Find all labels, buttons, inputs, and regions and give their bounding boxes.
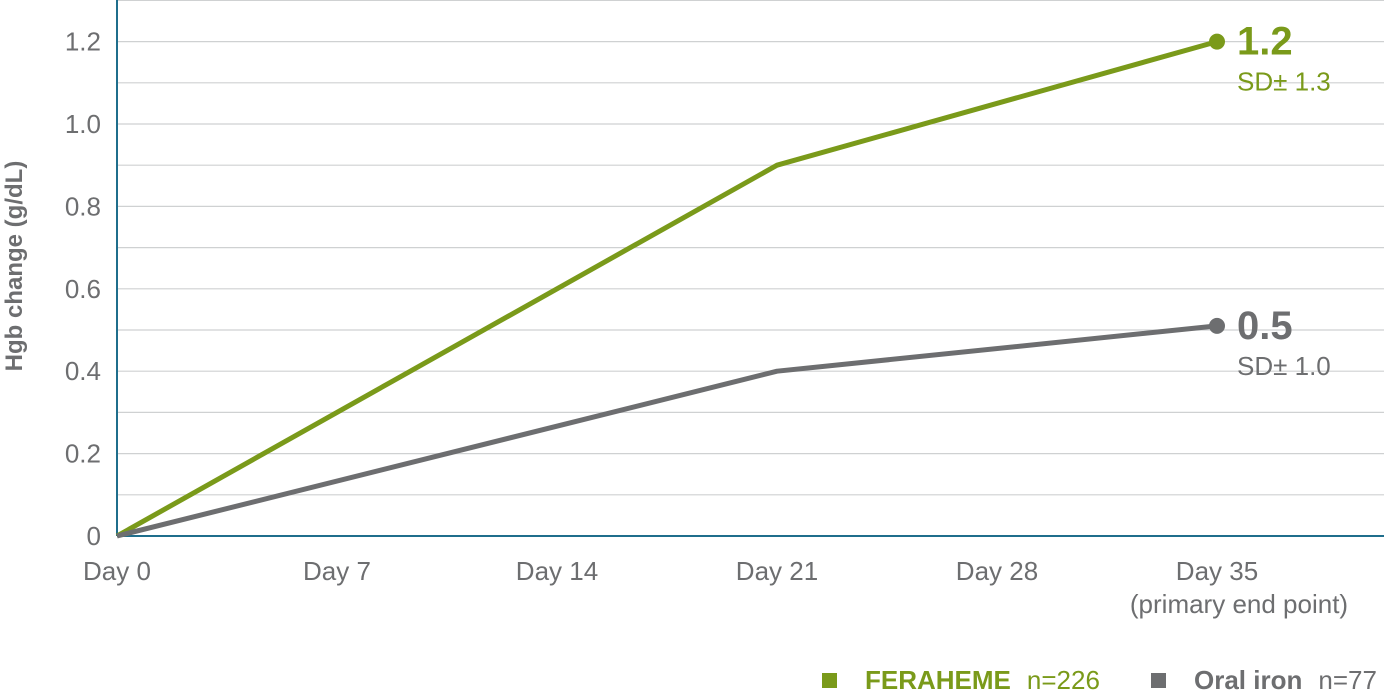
x-tick-sublabel: (primary end point): [1130, 589, 1348, 619]
y-tick-label: 1.0: [65, 109, 101, 139]
legend-swatch-feraheme: [822, 672, 837, 688]
end-sd-label: SD± 1.0: [1237, 351, 1331, 381]
series-line: [116, 323, 1218, 539]
series-lines: [115, 33, 1225, 539]
legend-item-feraheme: FERAHEME n=226: [822, 664, 1100, 696]
x-tick-label: Day 14: [516, 556, 598, 586]
y-axis-label: Hgb change (g/dL): [1, 161, 28, 372]
y-tick-label: 1.2: [65, 27, 101, 57]
legend-series-name: FERAHEME: [865, 664, 1011, 695]
end-value-label: 0.5: [1237, 304, 1293, 348]
end-value-labels: 1.2SD± 1.3 0.5SD± 1.0: [1237, 20, 1331, 381]
legend-series-name: Oral iron: [1194, 664, 1303, 695]
x-tick-label: Day 7: [303, 556, 371, 586]
series-end-point: [1209, 317, 1225, 334]
y-tick-labels: 0 0.2 0.4 0.6 0.8 1.0 1.2: [65, 27, 101, 551]
y-tick-label: 0.4: [65, 356, 101, 386]
x-tick-label: Day 21: [736, 556, 818, 586]
legend-swatch-oral-iron: [1151, 672, 1166, 688]
axes: [116, 0, 1384, 537]
x-tick-label: Day 0: [83, 556, 151, 586]
series-line: [115, 39, 1218, 539]
legend-series-n: n=226: [1026, 664, 1100, 695]
y-tick-label: 0.6: [65, 274, 101, 304]
end-sd-label: SD± 1.3: [1237, 67, 1331, 97]
hgb-change-line-chart: 00.20.40.60.81.01.2 Day 0 Day 7 Day 14 Day …: [1, 0, 1384, 619]
y-tick-label: 0.8: [65, 191, 101, 221]
legend-series-n: n=77: [1318, 664, 1377, 695]
y-tick-label: 0: [87, 521, 101, 551]
legend-item-oral-iron: Oral iron n=77: [1151, 664, 1377, 696]
grid-lines: [117, 0, 1384, 496]
end-value-label: 1.2: [1237, 20, 1293, 64]
series-end-point: [1209, 33, 1225, 50]
y-tick-label: 0.2: [65, 439, 101, 469]
x-tick-labels: Day 0 Day 7 Day 14 Day 21 Day 28 Day 35(prima…: [83, 556, 1348, 619]
legend: FERAHEME n=226 Oral iron n=77: [0, 664, 1384, 696]
x-tick-label: Day 28: [956, 556, 1038, 586]
x-tick-label: Day 35: [1176, 556, 1258, 586]
